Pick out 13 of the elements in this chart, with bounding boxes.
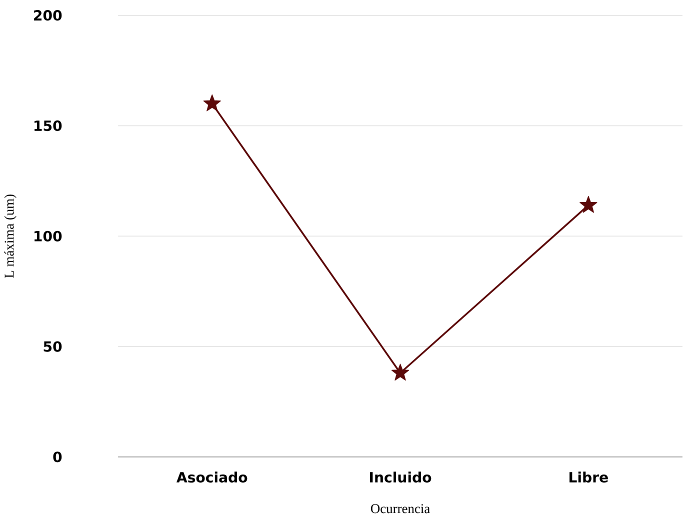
y-tick-label: 100 bbox=[34, 230, 62, 242]
point bbox=[203, 94, 221, 112]
y-tick-label: 50 bbox=[44, 341, 62, 352]
y-tick-label: 0 bbox=[53, 451, 62, 462]
x-axis-title: Ocurrencia bbox=[370, 504, 430, 514]
y-axis-title: L máxima (um) bbox=[4, 194, 16, 278]
x-tick-label: Incluido bbox=[370, 472, 432, 482]
y-tick-label: 150 bbox=[34, 120, 62, 131]
x-tick-label: Asociado bbox=[176, 472, 248, 482]
y-tick-label: 200 bbox=[34, 10, 62, 21]
x-tick-label: Libre bbox=[570, 472, 608, 482]
point bbox=[391, 364, 410, 380]
point bbox=[580, 196, 598, 213]
